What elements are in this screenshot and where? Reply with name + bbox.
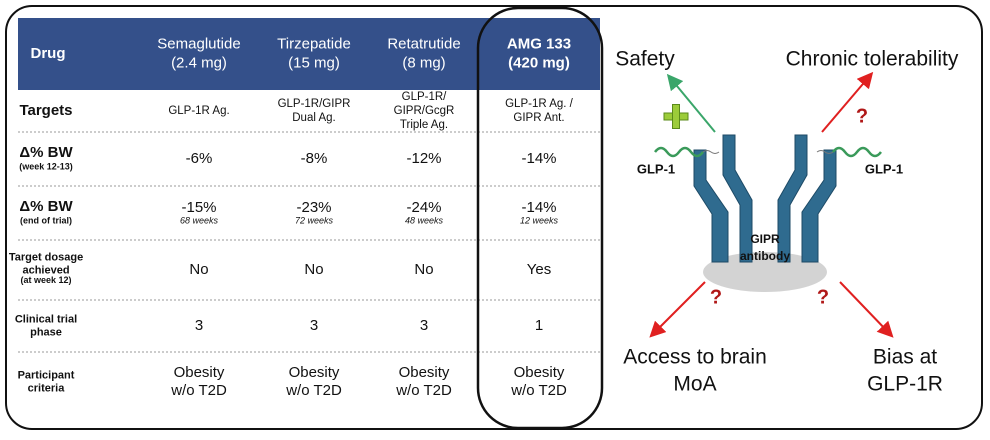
table-cell: -12%	[406, 150, 441, 167]
table-cell: 3	[195, 317, 203, 334]
header-cell: (420 mg)	[508, 54, 570, 71]
row-label: Targets	[19, 102, 72, 119]
label-antibody: GIPR	[750, 232, 780, 246]
table-cell: -15%	[181, 199, 216, 216]
table-cell: Obesity	[399, 364, 450, 381]
question-mark: ?	[710, 286, 722, 308]
cell-note: 48 weeks	[405, 215, 444, 225]
glp1-peptide	[832, 146, 882, 158]
question-mark: ?	[856, 105, 868, 127]
label-bias: Bias at	[873, 346, 937, 369]
row-label: Participant	[18, 369, 75, 381]
cell-note: 72 weeks	[295, 215, 334, 225]
label-tolerability: Chronic tolerability	[786, 48, 959, 71]
row-label: Δ% BW	[19, 144, 73, 161]
header-cell: Drug	[31, 45, 66, 62]
label-antibody: antibody	[740, 249, 790, 263]
header-cell: (8 mg)	[402, 54, 445, 71]
table-cell: Dual Ag.	[292, 112, 335, 124]
table-cell: w/o T2D	[285, 382, 342, 399]
question-mark: ?	[817, 286, 829, 308]
table-cell: -6%	[186, 150, 213, 167]
row-label: Target dosage	[9, 251, 83, 263]
table-cell: GLP-1R Ag. /	[505, 98, 574, 110]
row-label: Clinical trial	[15, 313, 77, 325]
outer-frame	[5, 5, 983, 430]
arrow	[821, 71, 874, 133]
arrow	[649, 281, 706, 338]
arrow	[666, 73, 716, 133]
glp1-peptide	[654, 146, 704, 158]
label-glp1: GLP-1	[637, 161, 675, 176]
table-cell: GIPR Ant.	[513, 112, 564, 124]
row-label: phase	[30, 326, 62, 338]
table-cell: 1	[535, 317, 543, 334]
linker	[816, 150, 834, 154]
table-cell: Obesity	[174, 364, 225, 381]
label-safety: Safety	[615, 48, 675, 71]
table-cell: -14%	[521, 150, 556, 167]
cell-note: 68 weeks	[180, 215, 219, 225]
row-label: achieved	[22, 264, 69, 276]
plus-icon	[663, 104, 689, 129]
table-cell: -24%	[406, 199, 441, 216]
label-glp1: GLP-1	[865, 161, 903, 176]
table-cell: Obesity	[514, 364, 565, 381]
antibody	[693, 134, 837, 263]
label-bias: GLP-1R	[867, 373, 943, 396]
table-cell: 3	[420, 317, 428, 334]
table-cell: Triple Ag.	[400, 119, 448, 131]
row-sublabel: (end of trial)	[20, 215, 72, 225]
cell-note: 12 weeks	[520, 215, 559, 225]
table-cell: 3	[310, 317, 318, 334]
table-cell: GLP-1R Ag.	[168, 105, 229, 117]
row-sublabel: (week 12-13)	[19, 161, 73, 171]
header-cell: Semaglutide	[157, 35, 240, 52]
linker	[702, 150, 720, 154]
header-band	[18, 18, 600, 90]
table-cell: -8%	[301, 150, 328, 167]
header-cell: Retatrutide	[387, 35, 460, 52]
row-sublabel: (at week 12)	[20, 275, 71, 285]
header-cell: (15 mg)	[288, 54, 340, 71]
table-cell: -23%	[296, 199, 331, 216]
label-brain: Access to brain	[623, 346, 767, 369]
row-label: Δ% BW	[19, 198, 73, 215]
table-cell: -14%	[521, 199, 556, 216]
table-cell: GLP-1R/GIPR	[278, 98, 351, 110]
highlight-column	[476, 6, 604, 430]
table-cell: No	[189, 261, 208, 278]
table-cell: Obesity	[289, 364, 340, 381]
header-cell: (2.4 mg)	[171, 54, 227, 71]
row-label: criteria	[28, 382, 66, 394]
table-cell: Yes	[527, 261, 551, 278]
table-cell: No	[414, 261, 433, 278]
table-cell: No	[304, 261, 323, 278]
table-cell: w/o T2D	[170, 382, 227, 399]
shadow	[703, 252, 827, 292]
header-cell: Tirzepatide	[277, 35, 351, 52]
table-cell: w/o T2D	[510, 382, 567, 399]
label-brain: MoA	[673, 373, 716, 396]
header-cell: AMG 133	[507, 35, 571, 52]
table-cell: GIPR/GcgR	[394, 105, 455, 117]
arrow	[839, 281, 894, 338]
table-cell: GLP-1R/	[402, 91, 448, 103]
table-cell: w/o T2D	[395, 382, 452, 399]
